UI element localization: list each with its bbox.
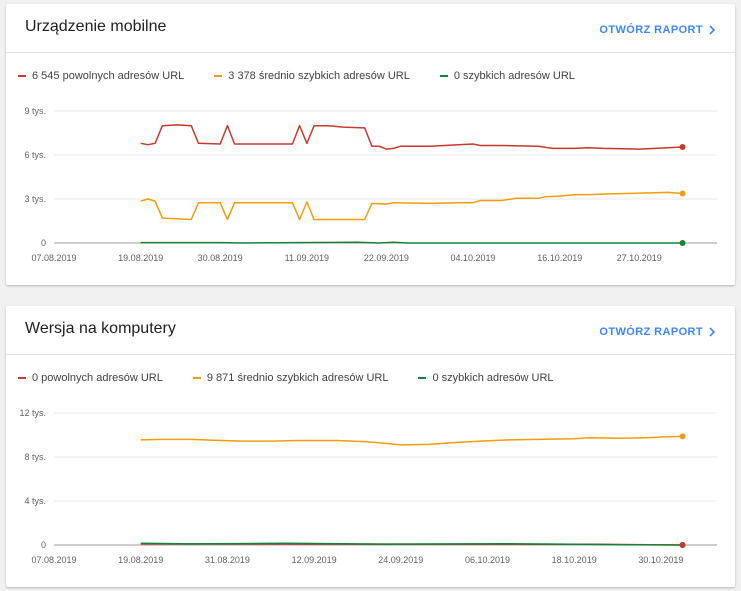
legend-swatch [418, 377, 427, 379]
series-end-point [679, 190, 686, 197]
x-tick-label: 04.10.2019 [451, 253, 496, 263]
y-tick-label: 12 tys. [19, 408, 46, 418]
x-tick-label: 22.09.2019 [364, 253, 409, 263]
series-end-point [679, 542, 686, 548]
series-line [140, 241, 683, 244]
chart-legend: 6 545 powolnych adresów URL 3 378 średni… [18, 70, 605, 82]
legend-item-medium[interactable]: 3 378 średnio szybkich adresów URL [214, 70, 410, 82]
x-tick-label: 31.08.2019 [205, 555, 250, 565]
y-tick-label: 9 tys. [24, 106, 46, 116]
series-end-point [679, 433, 686, 440]
open-report-button[interactable]: OTWÓRZ RAPORT [599, 326, 715, 338]
legend-label: 0 szybkich adresów URL [453, 70, 575, 82]
x-tick-label: 30.10.2019 [638, 555, 683, 565]
open-report-button[interactable]: OTWÓRZ RAPORT [599, 24, 715, 36]
x-tick-label: 30.08.2019 [198, 253, 243, 263]
legend-swatch [214, 75, 223, 77]
series-end-point [679, 144, 686, 151]
y-tick-label: 6 tys. [24, 150, 46, 160]
desktop-line-chart: 0 4 tys. 8 tys. 12 tys. 07.08.2019 19.08.2019… [19, 408, 717, 565]
x-tick-label: 19.08.2019 [118, 253, 163, 263]
divider [6, 354, 735, 355]
legend-item-fast[interactable]: 0 szybkich adresów URL [418, 372, 554, 384]
card-header: Wersja na komputery OTWÓRZ RAPORT [6, 306, 735, 354]
series-line [140, 124, 683, 150]
legend-swatch [18, 75, 26, 77]
card-title: Urządzenie mobilne [25, 18, 167, 35]
open-report-label: OTWÓRZ RAPORT [599, 326, 703, 338]
x-tick-label: 06.10.2019 [465, 555, 510, 565]
chevron-right-icon [709, 327, 715, 337]
legend-label: 0 powolnych adresów URL [32, 372, 163, 384]
series-line [140, 542, 683, 546]
mobile-card: Urządzenie mobilne OTWÓRZ RAPORT 6 545 p… [6, 4, 735, 285]
x-tick-label: 12.09.2019 [292, 555, 337, 565]
card-title: Wersja na komputery [25, 320, 176, 337]
x-tick-label: 27.10.2019 [617, 253, 662, 263]
y-tick-label: 4 tys. [24, 496, 46, 506]
x-tick-label: 16.10.2019 [537, 253, 582, 263]
x-tick-label: 11.09.2019 [285, 253, 329, 263]
series-line [140, 435, 683, 446]
legend-swatch [18, 377, 26, 379]
x-tick-label: 24.09.2019 [378, 555, 423, 565]
y-tick-label: 0 [41, 540, 46, 550]
legend-label: 3 378 średnio szybkich adresów URL [228, 70, 410, 82]
y-tick-label: 0 [41, 238, 46, 248]
legend-item-slow[interactable]: 6 545 powolnych adresów URL [18, 70, 184, 82]
legend-label: 0 szybkich adresów URL [432, 372, 554, 384]
x-tick-label: 19.08.2019 [118, 555, 163, 565]
legend-item-slow[interactable]: 0 powolnych adresów URL [18, 372, 163, 384]
desktop-card: Wersja na komputery OTWÓRZ RAPORT 0 powo… [6, 306, 735, 587]
chart-legend: 0 powolnych adresów URL 9 871 średnio sz… [18, 372, 584, 384]
legend-item-medium[interactable]: 9 871 średnio szybkich adresów URL [192, 372, 389, 384]
series-end-point [679, 240, 686, 246]
open-report-label: OTWÓRZ RAPORT [599, 24, 703, 36]
legend-item-fast[interactable]: 0 szybkich adresów URL [439, 70, 575, 82]
divider [6, 52, 735, 53]
mobile-line-chart: 0 3 tys. 6 tys. 9 tys. 07.08.2019 19.08.2019 3… [24, 106, 717, 263]
legend-swatch [439, 75, 448, 77]
y-tick-label: 8 tys. [24, 452, 46, 462]
x-tick-label: 07.08.2019 [31, 555, 76, 565]
y-tick-label: 3 tys. [24, 194, 46, 204]
series-line [140, 191, 683, 221]
legend-label: 6 545 powolnych adresów URL [32, 70, 185, 82]
x-tick-label: 18.10.2019 [552, 555, 597, 565]
legend-swatch [192, 377, 201, 379]
card-header: Urządzenie mobilne OTWÓRZ RAPORT [6, 4, 735, 52]
chevron-right-icon [709, 25, 715, 35]
x-tick-label: 07.08.2019 [31, 253, 76, 263]
legend-label: 9 871 średnio szybkich adresów URL [206, 372, 389, 384]
